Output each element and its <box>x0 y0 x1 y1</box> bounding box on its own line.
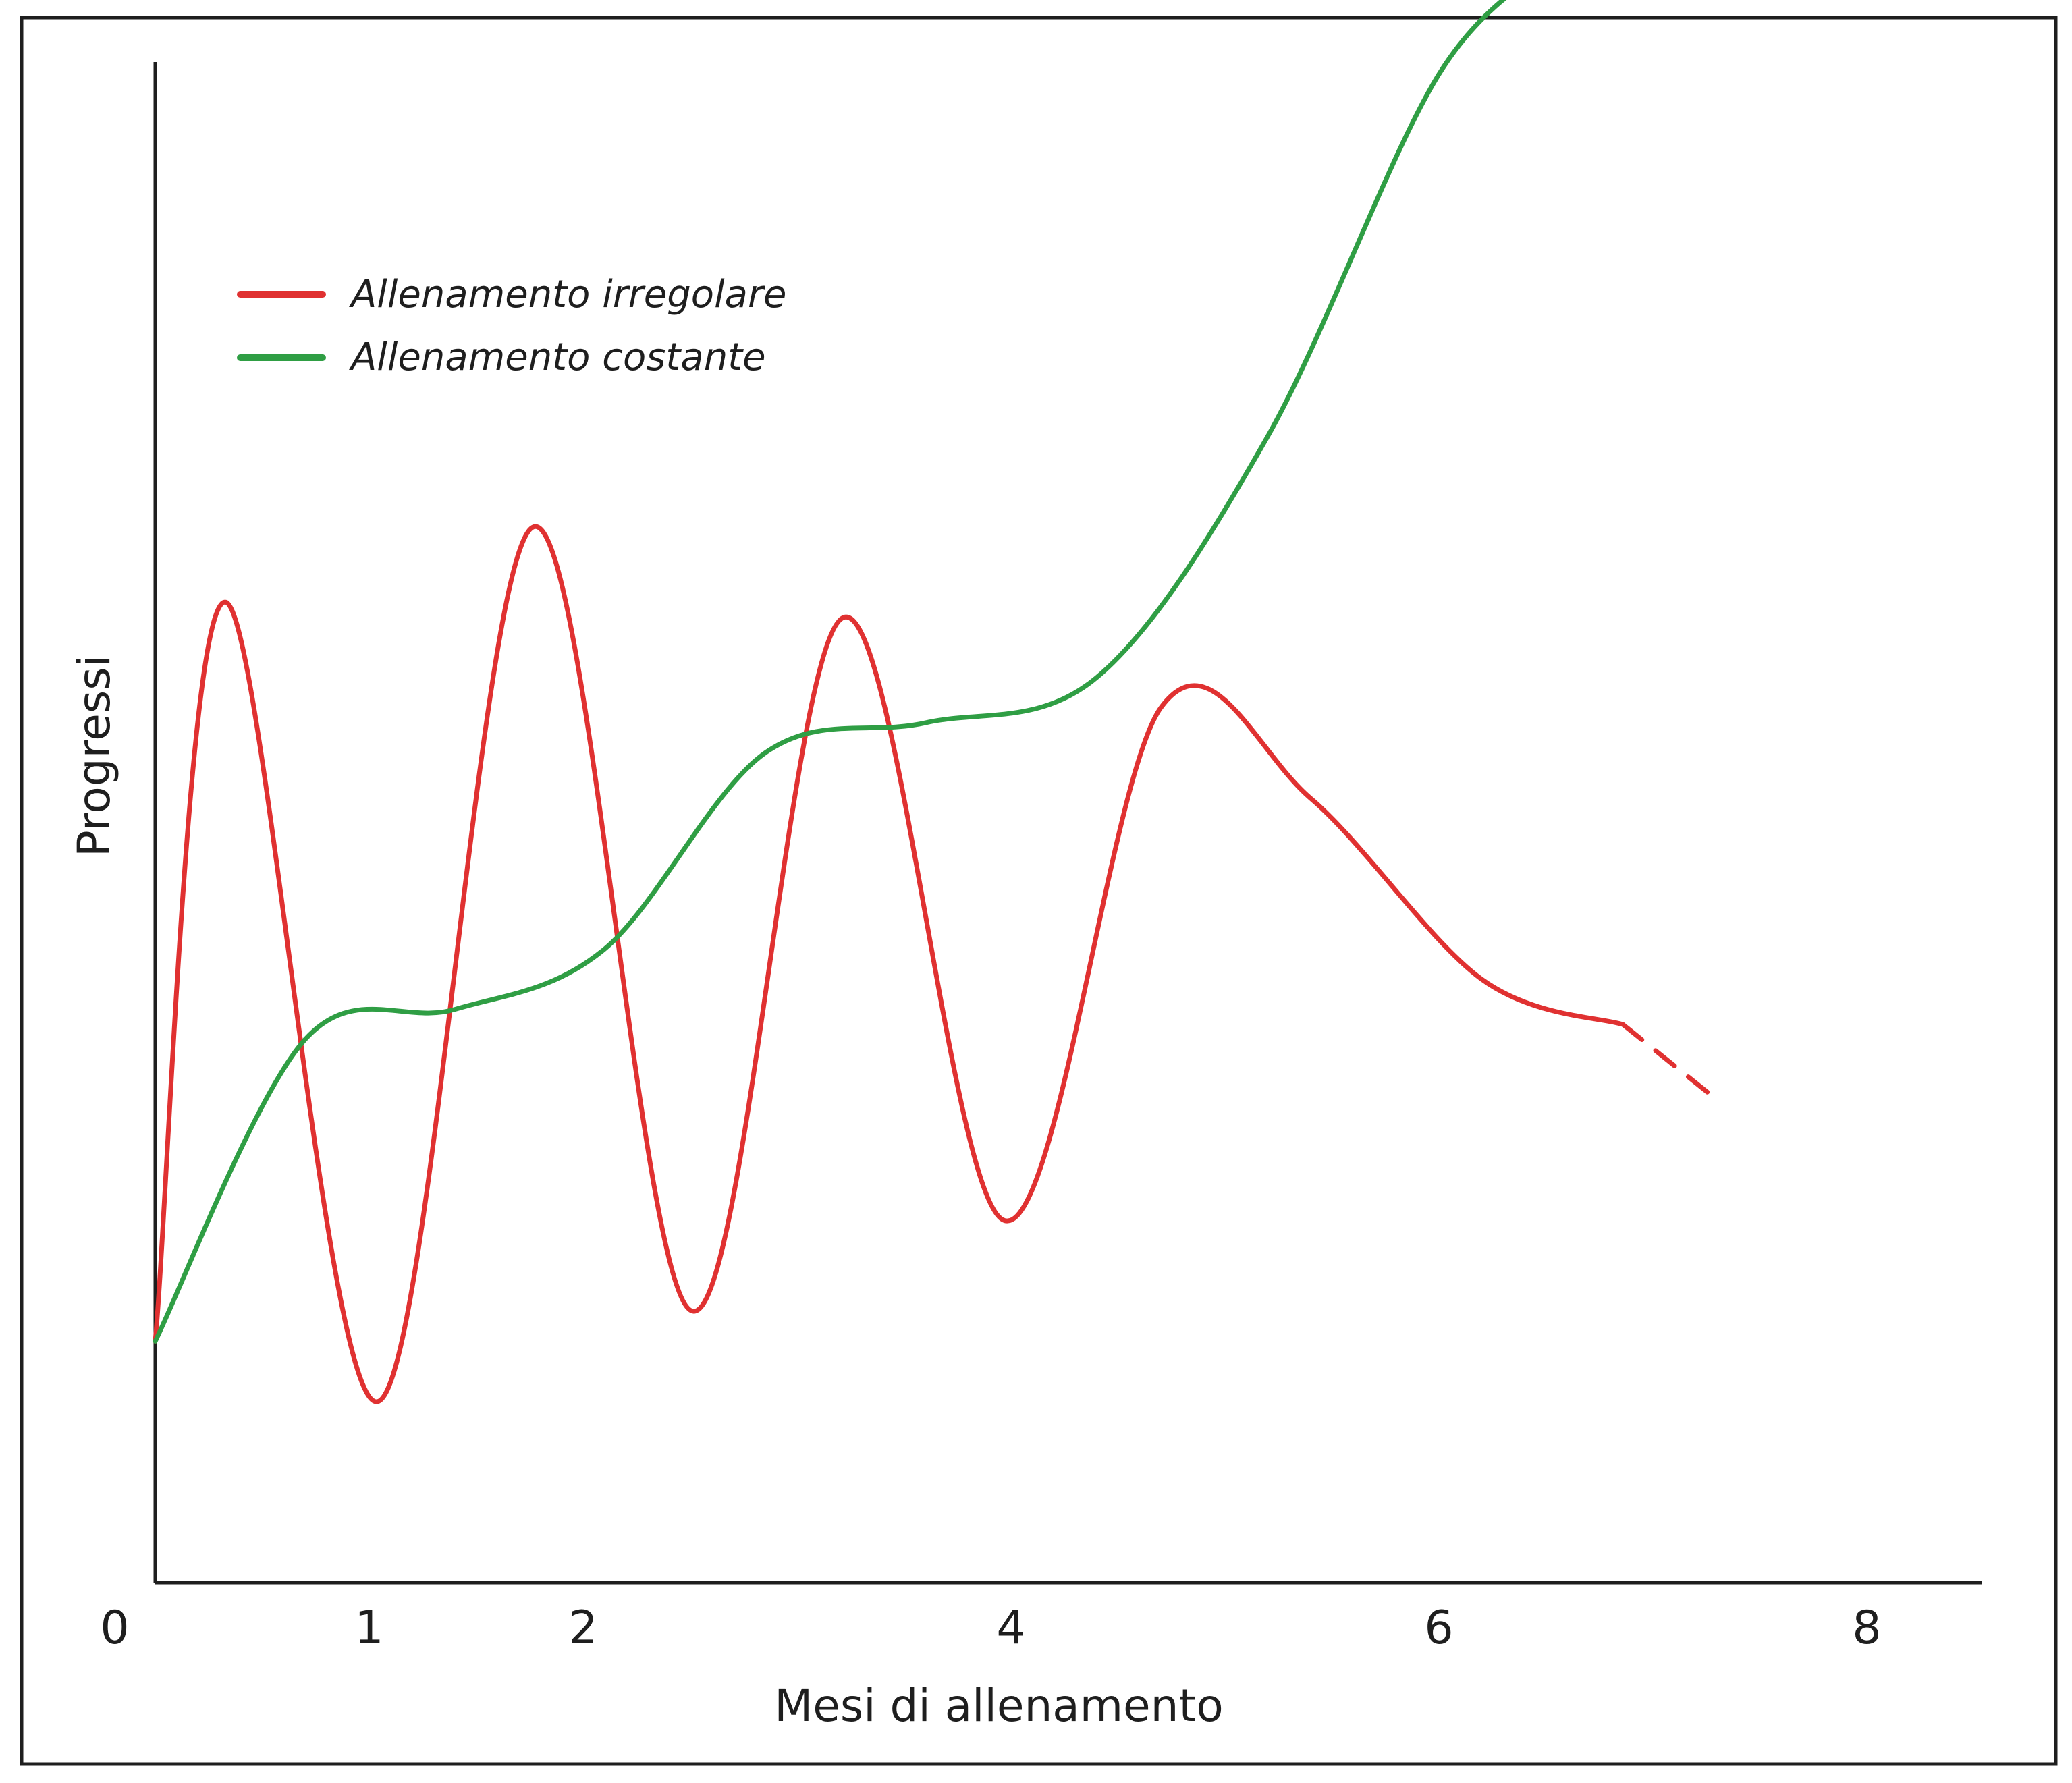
chart-frame <box>20 16 2058 1766</box>
series-projection-red <box>1620 1022 1720 1103</box>
legend: Allenamento irregolare Allenamento costa… <box>237 273 786 379</box>
legend-label-red: Allenamento irregolare <box>349 273 786 317</box>
legend-label-green: Allenamento costante <box>349 335 766 379</box>
series-line-green <box>153 0 1507 1344</box>
x-axis-title: Mesi di allenamento <box>774 1680 1223 1732</box>
series-layer <box>153 0 1720 1404</box>
x-tick-labels: 0 1 2 4 6 8 <box>100 1601 1881 1655</box>
x-tick-label: 2 <box>568 1601 597 1655</box>
x-tick-label: 1 <box>354 1601 383 1655</box>
x-tick-label: 0 <box>100 1601 129 1655</box>
y-axis-title: Progressi <box>68 655 120 857</box>
x-tick-label: 4 <box>996 1601 1025 1655</box>
series-line-red <box>153 524 1626 1404</box>
x-tick-label: 6 <box>1424 1601 1453 1655</box>
x-tick-label: 8 <box>1852 1601 1881 1655</box>
